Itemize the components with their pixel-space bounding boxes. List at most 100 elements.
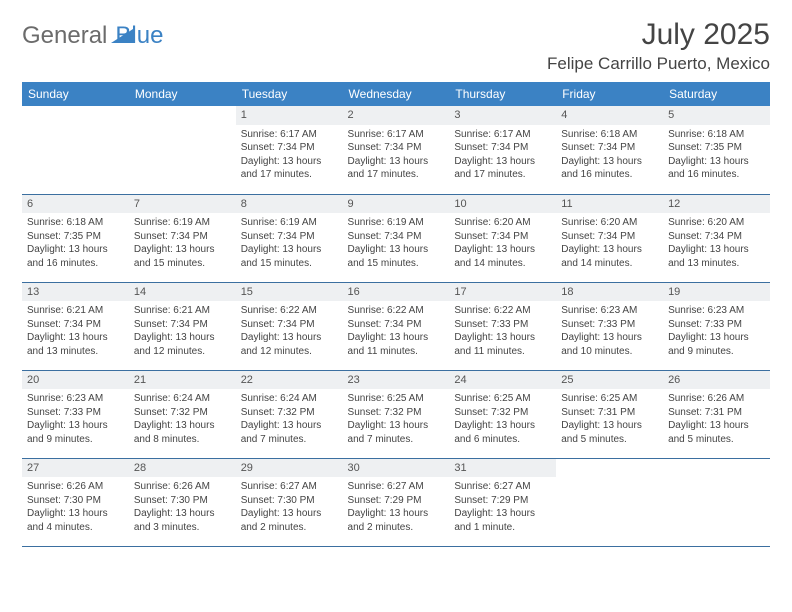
- daylight-label: Daylight: 13 hours and 13 minutes.: [668, 243, 765, 270]
- sunrise-label: Sunrise: 6:17 AM: [348, 128, 445, 142]
- sunset-label: Sunset: 7:34 PM: [134, 230, 231, 244]
- weekday-header: Saturday: [663, 82, 770, 106]
- calendar-cell: 27Sunrise: 6:26 AMSunset: 7:30 PMDayligh…: [22, 458, 129, 546]
- day-number: 10: [449, 195, 556, 214]
- daylight-label: Daylight: 13 hours and 2 minutes.: [348, 507, 445, 534]
- daylight-label: Daylight: 13 hours and 16 minutes.: [561, 155, 658, 182]
- sunrise-label: Sunrise: 6:20 AM: [561, 216, 658, 230]
- weekday-header: Thursday: [449, 82, 556, 106]
- calendar-cell: [556, 458, 663, 546]
- daylight-label: Daylight: 13 hours and 14 minutes.: [454, 243, 551, 270]
- header: General Blue July 2025 Felipe Carrillo P…: [22, 18, 770, 74]
- daylight-label: Daylight: 13 hours and 15 minutes.: [134, 243, 231, 270]
- sunset-label: Sunset: 7:34 PM: [241, 141, 338, 155]
- day-number: 7: [129, 195, 236, 214]
- weekday-header: Sunday: [22, 82, 129, 106]
- calendar-row: 27Sunrise: 6:26 AMSunset: 7:30 PMDayligh…: [22, 458, 770, 546]
- location-label: Felipe Carrillo Puerto, Mexico: [547, 54, 770, 74]
- calendar-cell: 3Sunrise: 6:17 AMSunset: 7:34 PMDaylight…: [449, 106, 556, 194]
- day-number: 22: [236, 371, 343, 390]
- day-number: 6: [22, 195, 129, 214]
- calendar-cell: 31Sunrise: 6:27 AMSunset: 7:29 PMDayligh…: [449, 458, 556, 546]
- day-number: 2: [343, 106, 450, 125]
- calendar-cell: 18Sunrise: 6:23 AMSunset: 7:33 PMDayligh…: [556, 282, 663, 370]
- calendar-cell: 11Sunrise: 6:20 AMSunset: 7:34 PMDayligh…: [556, 194, 663, 282]
- daylight-label: Daylight: 13 hours and 7 minutes.: [241, 419, 338, 446]
- calendar-cell: 25Sunrise: 6:25 AMSunset: 7:31 PMDayligh…: [556, 370, 663, 458]
- sunset-label: Sunset: 7:35 PM: [668, 141, 765, 155]
- day-number: 13: [22, 283, 129, 302]
- calendar-row: 13Sunrise: 6:21 AMSunset: 7:34 PMDayligh…: [22, 282, 770, 370]
- calendar-cell: 29Sunrise: 6:27 AMSunset: 7:30 PMDayligh…: [236, 458, 343, 546]
- sunset-label: Sunset: 7:33 PM: [454, 318, 551, 332]
- daylight-label: Daylight: 13 hours and 8 minutes.: [134, 419, 231, 446]
- calendar-cell: [663, 458, 770, 546]
- calendar-row: 6Sunrise: 6:18 AMSunset: 7:35 PMDaylight…: [22, 194, 770, 282]
- day-number: 12: [663, 195, 770, 214]
- sunset-label: Sunset: 7:32 PM: [241, 406, 338, 420]
- sunset-label: Sunset: 7:34 PM: [668, 230, 765, 244]
- calendar-cell: 28Sunrise: 6:26 AMSunset: 7:30 PMDayligh…: [129, 458, 236, 546]
- brand-part1: General: [22, 22, 107, 50]
- sunset-label: Sunset: 7:32 PM: [348, 406, 445, 420]
- daylight-label: Daylight: 13 hours and 5 minutes.: [668, 419, 765, 446]
- day-number: 23: [343, 371, 450, 390]
- calendar-cell: 8Sunrise: 6:19 AMSunset: 7:34 PMDaylight…: [236, 194, 343, 282]
- day-number: 28: [129, 459, 236, 478]
- daylight-label: Daylight: 13 hours and 13 minutes.: [27, 331, 124, 358]
- sunrise-label: Sunrise: 6:27 AM: [454, 480, 551, 494]
- sunset-label: Sunset: 7:34 PM: [241, 318, 338, 332]
- day-number: 1: [236, 106, 343, 125]
- daylight-label: Daylight: 13 hours and 12 minutes.: [134, 331, 231, 358]
- sunset-label: Sunset: 7:34 PM: [241, 230, 338, 244]
- day-number: 18: [556, 283, 663, 302]
- sunset-label: Sunset: 7:32 PM: [454, 406, 551, 420]
- sunset-label: Sunset: 7:30 PM: [241, 494, 338, 508]
- daylight-label: Daylight: 13 hours and 11 minutes.: [454, 331, 551, 358]
- sunset-label: Sunset: 7:34 PM: [27, 318, 124, 332]
- sunrise-label: Sunrise: 6:19 AM: [134, 216, 231, 230]
- calendar-body: 1Sunrise: 6:17 AMSunset: 7:34 PMDaylight…: [22, 106, 770, 546]
- calendar-cell: 10 Sunrise: 6:20 AMSunset: 7:34 PMDayligh…: [449, 194, 556, 282]
- sunrise-label: Sunrise: 6:17 AM: [241, 128, 338, 142]
- calendar-cell: 9Sunrise: 6:19 AMSunset: 7:34 PMDaylight…: [343, 194, 450, 282]
- calendar-cell: 6Sunrise: 6:18 AMSunset: 7:35 PMDaylight…: [22, 194, 129, 282]
- brand-part2: Blue: [115, 22, 163, 50]
- sunset-label: Sunset: 7:34 PM: [348, 318, 445, 332]
- brand-logo: General Blue: [22, 22, 163, 50]
- daylight-label: Daylight: 13 hours and 15 minutes.: [241, 243, 338, 270]
- sunrise-label: Sunrise: 6:25 AM: [348, 392, 445, 406]
- sunrise-label: Sunrise: 6:26 AM: [668, 392, 765, 406]
- daylight-label: Daylight: 13 hours and 17 minutes.: [241, 155, 338, 182]
- day-number: 17: [449, 283, 556, 302]
- sunset-label: Sunset: 7:34 PM: [454, 230, 551, 244]
- sunset-label: Sunset: 7:33 PM: [27, 406, 124, 420]
- sunrise-label: Sunrise: 6:26 AM: [134, 480, 231, 494]
- sunrise-label: Sunrise: 6:27 AM: [348, 480, 445, 494]
- sunset-label: Sunset: 7:29 PM: [348, 494, 445, 508]
- calendar-cell: 19Sunrise: 6:23 AMSunset: 7:33 PMDayligh…: [663, 282, 770, 370]
- sunrise-label: Sunrise: 6:22 AM: [454, 304, 551, 318]
- sunset-label: Sunset: 7:31 PM: [668, 406, 765, 420]
- sunset-label: Sunset: 7:34 PM: [348, 230, 445, 244]
- day-number: 14: [129, 283, 236, 302]
- sunrise-label: Sunrise: 6:23 AM: [561, 304, 658, 318]
- day-number: 4: [556, 106, 663, 125]
- sunset-label: Sunset: 7:34 PM: [348, 141, 445, 155]
- daylight-label: Daylight: 13 hours and 17 minutes.: [348, 155, 445, 182]
- daylight-label: Daylight: 13 hours and 4 minutes.: [27, 507, 124, 534]
- calendar-cell: 16Sunrise: 6:22 AMSunset: 7:34 PMDayligh…: [343, 282, 450, 370]
- daylight-label: Daylight: 13 hours and 3 minutes.: [134, 507, 231, 534]
- calendar-cell: 15Sunrise: 6:22 AMSunset: 7:34 PMDayligh…: [236, 282, 343, 370]
- sunrise-label: Sunrise: 6:26 AM: [27, 480, 124, 494]
- sunrise-label: Sunrise: 6:20 AM: [454, 216, 551, 230]
- daylight-label: Daylight: 13 hours and 11 minutes.: [348, 331, 445, 358]
- sunrise-label: Sunrise: 6:27 AM: [241, 480, 338, 494]
- calendar-cell: 2 Sunrise: 6:17 AMSunset: 7:34 PMDaylight…: [343, 106, 450, 194]
- sunrise-label: Sunrise: 6:22 AM: [241, 304, 338, 318]
- calendar-row: 1Sunrise: 6:17 AMSunset: 7:34 PMDaylight…: [22, 106, 770, 194]
- calendar-table: Sunday Monday Tuesday Wednesday Thursday…: [22, 82, 770, 547]
- day-number: 19: [663, 283, 770, 302]
- weekday-header: Monday: [129, 82, 236, 106]
- daylight-label: Daylight: 13 hours and 16 minutes.: [27, 243, 124, 270]
